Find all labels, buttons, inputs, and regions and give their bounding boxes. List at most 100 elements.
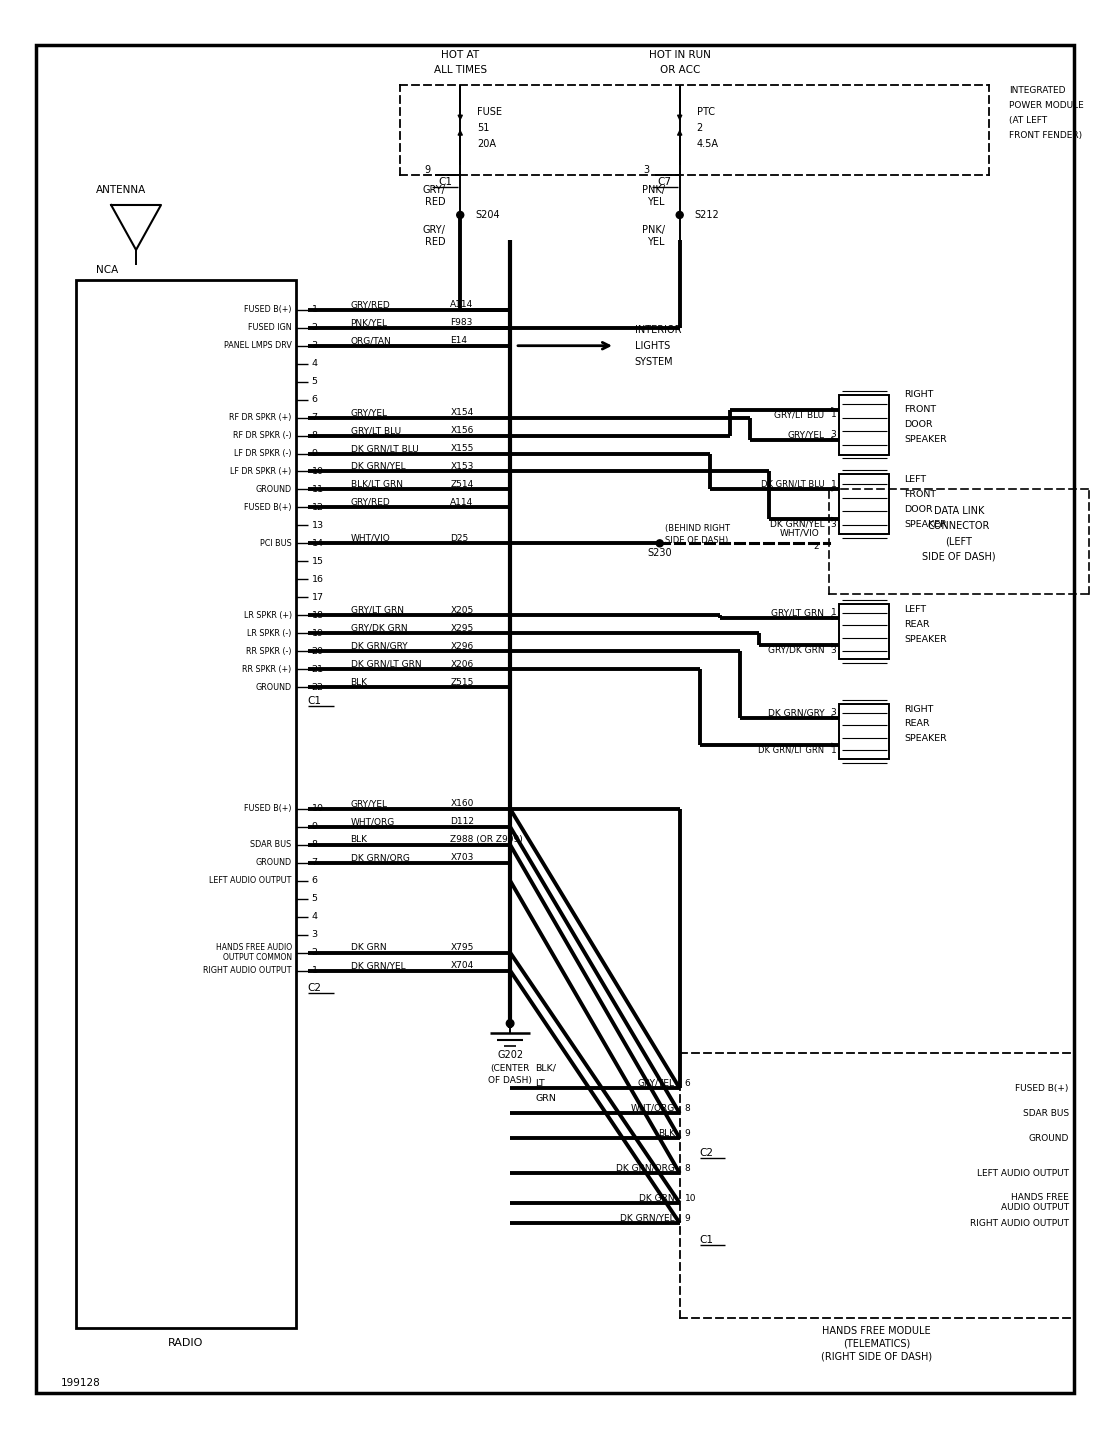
Text: DK GRN/YEL: DK GRN/YEL bbox=[770, 520, 825, 529]
Text: F983: F983 bbox=[451, 319, 473, 327]
Text: ALL TIMES: ALL TIMES bbox=[434, 66, 486, 76]
Text: 22: 22 bbox=[312, 683, 324, 692]
Text: SPEAKER: SPEAKER bbox=[904, 634, 947, 643]
Text: 5: 5 bbox=[312, 895, 317, 903]
Text: GRY/DK GRN: GRY/DK GRN bbox=[768, 646, 825, 654]
Text: FUSE: FUSE bbox=[477, 107, 502, 117]
Text: OF DASH): OF DASH) bbox=[489, 1076, 532, 1085]
Text: YEL: YEL bbox=[648, 237, 664, 247]
Text: 8: 8 bbox=[684, 1163, 690, 1173]
Text: ORG/TAN: ORG/TAN bbox=[351, 336, 392, 346]
Text: AUDIO OUTPUT: AUDIO OUTPUT bbox=[1001, 1203, 1068, 1212]
Text: 1: 1 bbox=[830, 609, 836, 617]
Text: A114: A114 bbox=[451, 497, 473, 507]
Text: X155: X155 bbox=[451, 444, 474, 453]
Text: 51: 51 bbox=[477, 123, 490, 133]
Text: DK GRN/LT GRN: DK GRN/LT GRN bbox=[351, 660, 421, 669]
Text: (BEHIND RIGHT: (BEHIND RIGHT bbox=[664, 524, 730, 533]
Text: D112: D112 bbox=[451, 817, 474, 826]
Text: 9: 9 bbox=[312, 449, 317, 459]
Text: DATA LINK: DATA LINK bbox=[934, 506, 984, 516]
Text: (AT LEFT: (AT LEFT bbox=[1008, 116, 1047, 124]
Text: DK GRN/YEL: DK GRN/YEL bbox=[351, 962, 405, 970]
Circle shape bbox=[506, 1020, 514, 1027]
Text: RF DR SPKR (+): RF DR SPKR (+) bbox=[229, 413, 292, 422]
Text: RADIO: RADIO bbox=[168, 1338, 204, 1348]
Text: RR SPKR (+): RR SPKR (+) bbox=[243, 664, 292, 673]
Text: PTC: PTC bbox=[697, 107, 715, 117]
Text: 6: 6 bbox=[684, 1079, 690, 1087]
Text: LT: LT bbox=[535, 1079, 544, 1087]
Text: RF DR SPKR (-): RF DR SPKR (-) bbox=[233, 432, 292, 440]
Text: G202: G202 bbox=[498, 1050, 523, 1060]
Text: S230: S230 bbox=[648, 549, 672, 559]
Text: GRY/DK GRN: GRY/DK GRN bbox=[351, 623, 407, 633]
Text: DK GRN/ORG: DK GRN/ORG bbox=[351, 853, 410, 862]
Text: OR ACC: OR ACC bbox=[660, 66, 700, 76]
Text: REAR: REAR bbox=[904, 719, 929, 729]
Text: FRONT FENDER): FRONT FENDER) bbox=[1008, 130, 1082, 140]
Text: S212: S212 bbox=[695, 210, 719, 220]
Text: BLK: BLK bbox=[351, 836, 367, 845]
Text: C7: C7 bbox=[658, 177, 672, 187]
Text: 3: 3 bbox=[312, 342, 317, 350]
Text: S204: S204 bbox=[475, 210, 500, 220]
Text: 8: 8 bbox=[684, 1103, 690, 1113]
Text: GRY/RED: GRY/RED bbox=[351, 300, 391, 309]
Text: GRY/LT BLU: GRY/LT BLU bbox=[351, 426, 401, 434]
Text: LEFT AUDIO OUTPUT: LEFT AUDIO OUTPUT bbox=[209, 876, 292, 885]
Text: FUSED B(+): FUSED B(+) bbox=[244, 805, 292, 813]
Text: RIGHT: RIGHT bbox=[904, 390, 934, 399]
Text: CONNECTOR: CONNECTOR bbox=[928, 522, 991, 532]
Text: 8: 8 bbox=[312, 432, 317, 440]
Text: GROUND: GROUND bbox=[1028, 1133, 1068, 1143]
Text: X153: X153 bbox=[451, 462, 474, 472]
Text: DK GRN: DK GRN bbox=[351, 943, 386, 952]
Text: GRY/YEL: GRY/YEL bbox=[351, 409, 387, 417]
Text: A114: A114 bbox=[451, 300, 473, 309]
Text: SDAR BUS: SDAR BUS bbox=[250, 840, 292, 849]
Text: 1: 1 bbox=[830, 410, 836, 419]
Text: 9: 9 bbox=[424, 166, 431, 176]
Text: GRY/YEL: GRY/YEL bbox=[351, 799, 387, 809]
Text: 2: 2 bbox=[312, 947, 317, 957]
Text: FUSED IGN: FUSED IGN bbox=[248, 323, 292, 333]
Text: 10: 10 bbox=[684, 1193, 696, 1203]
Text: 10: 10 bbox=[312, 467, 324, 476]
Text: BLK/: BLK/ bbox=[535, 1063, 556, 1073]
Text: X154: X154 bbox=[451, 409, 473, 417]
Text: SPEAKER: SPEAKER bbox=[904, 434, 947, 444]
Text: GRY/: GRY/ bbox=[423, 224, 445, 234]
Text: 2: 2 bbox=[814, 542, 819, 550]
Text: INTERIOR: INTERIOR bbox=[634, 324, 681, 334]
Text: 2: 2 bbox=[312, 323, 317, 333]
Text: RED: RED bbox=[425, 197, 445, 207]
Text: 15: 15 bbox=[312, 557, 324, 566]
Text: 3: 3 bbox=[643, 166, 650, 176]
Text: SIDE OF DASH): SIDE OF DASH) bbox=[923, 552, 996, 562]
Text: C2: C2 bbox=[700, 1147, 713, 1157]
Text: PNK/: PNK/ bbox=[642, 184, 664, 194]
Text: Z988 (OR Z909): Z988 (OR Z909) bbox=[451, 836, 523, 845]
Text: WHT/VIO: WHT/VIO bbox=[351, 534, 391, 543]
Bar bbox=[839, 394, 889, 454]
Bar bbox=[839, 474, 889, 534]
Text: GROUND: GROUND bbox=[256, 484, 292, 494]
Text: (CENTER: (CENTER bbox=[491, 1063, 530, 1073]
Text: SDAR BUS: SDAR BUS bbox=[1023, 1109, 1068, 1117]
Text: FUSED B(+): FUSED B(+) bbox=[1015, 1083, 1068, 1093]
Text: X296: X296 bbox=[451, 642, 473, 650]
Text: ANTENNA: ANTENNA bbox=[96, 184, 147, 194]
Text: GRY/RED: GRY/RED bbox=[351, 497, 391, 507]
Text: X795: X795 bbox=[451, 943, 474, 952]
Text: 7: 7 bbox=[312, 413, 317, 422]
Text: PNK/: PNK/ bbox=[642, 224, 664, 234]
Text: GRY/LT GRN: GRY/LT GRN bbox=[351, 606, 404, 614]
Text: LR SPKR (-): LR SPKR (-) bbox=[247, 629, 292, 637]
Text: LR SPKR (+): LR SPKR (+) bbox=[244, 610, 292, 620]
Text: WHT/ORG: WHT/ORG bbox=[351, 817, 395, 826]
Text: LEFT AUDIO OUTPUT: LEFT AUDIO OUTPUT bbox=[977, 1169, 1068, 1177]
Text: 6: 6 bbox=[312, 876, 317, 885]
Text: HANDS FREE AUDIO: HANDS FREE AUDIO bbox=[216, 943, 292, 952]
Text: (RIGHT SIDE OF DASH): (RIGHT SIDE OF DASH) bbox=[821, 1352, 933, 1362]
